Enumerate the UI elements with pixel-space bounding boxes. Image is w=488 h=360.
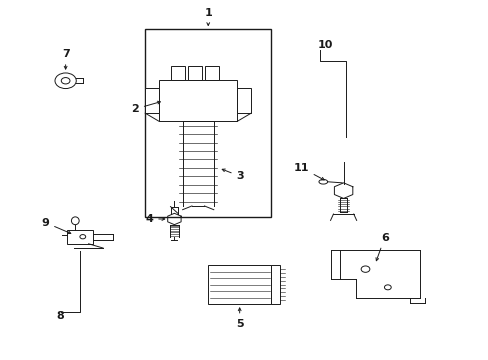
Bar — [67, 230, 93, 244]
Bar — [145, 30, 270, 217]
Circle shape — [361, 266, 369, 272]
Ellipse shape — [318, 180, 327, 184]
Text: 7: 7 — [61, 49, 69, 69]
Text: 9: 9 — [41, 217, 71, 234]
Bar — [237, 88, 251, 113]
Text: 3: 3 — [222, 169, 244, 181]
Text: 8: 8 — [56, 311, 63, 321]
Bar — [171, 66, 184, 80]
Bar — [159, 80, 237, 121]
Circle shape — [61, 77, 70, 84]
Text: 4: 4 — [145, 214, 164, 224]
Bar — [205, 66, 219, 80]
Bar — [208, 265, 270, 304]
Text: 5: 5 — [235, 308, 243, 329]
Text: 10: 10 — [317, 40, 333, 50]
Text: 6: 6 — [375, 233, 388, 261]
Text: 1: 1 — [204, 8, 212, 26]
Bar — [188, 66, 202, 80]
Text: 2: 2 — [131, 101, 160, 114]
Ellipse shape — [71, 217, 79, 225]
Bar — [145, 88, 159, 113]
Circle shape — [80, 235, 85, 239]
Text: 11: 11 — [293, 163, 324, 180]
Circle shape — [55, 73, 76, 89]
Circle shape — [384, 285, 390, 290]
Bar — [270, 265, 279, 304]
